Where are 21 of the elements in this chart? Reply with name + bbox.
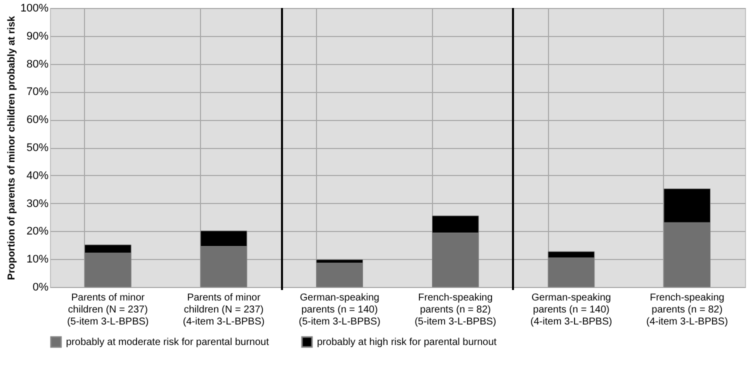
x-tick-label: Parents of minor children (N = 237) (4-item 3-L-BPBS) xyxy=(182,292,265,328)
x-tick-label: Parents of minor children (N = 237) (5-item 3-L-BPBS) xyxy=(67,292,149,328)
x-tick-label: French-speaking parents (n = 82) (5-item 3-L-BPBS) xyxy=(414,292,496,328)
x-tick-label: German-speaking parents (n = 140) (5-item 3-L-BPBS) xyxy=(298,292,380,328)
y-tick-label: 90% xyxy=(26,30,49,42)
bar xyxy=(316,262,363,288)
y-tick-label: 100% xyxy=(20,2,49,14)
legend-label: probably at high risk for parental burnout xyxy=(317,337,497,348)
y-tick-label: 50% xyxy=(26,142,49,154)
y-tick-label: 20% xyxy=(26,226,49,238)
y-tick-label: 70% xyxy=(26,86,49,98)
legend-label: probably at moderate risk for parental burnout xyxy=(66,337,270,348)
y-tick-label: 60% xyxy=(26,114,49,126)
y-tick-label: 0% xyxy=(32,282,49,294)
x-tick-label: German-speaking parents (n = 140) (4-item 3-L-BPBS) xyxy=(530,292,612,328)
y-tick-label: 40% xyxy=(26,170,49,182)
y-tick-label: 80% xyxy=(26,58,49,70)
x-tick-label: French-speaking parents (n = 82) (4-item 3-L-BPBS) xyxy=(646,292,728,328)
y-axis-title: Proportion of parents of minor children probably at risk xyxy=(6,16,18,280)
y-tick-label: 30% xyxy=(26,198,49,210)
y-tick-label: 10% xyxy=(26,254,49,266)
